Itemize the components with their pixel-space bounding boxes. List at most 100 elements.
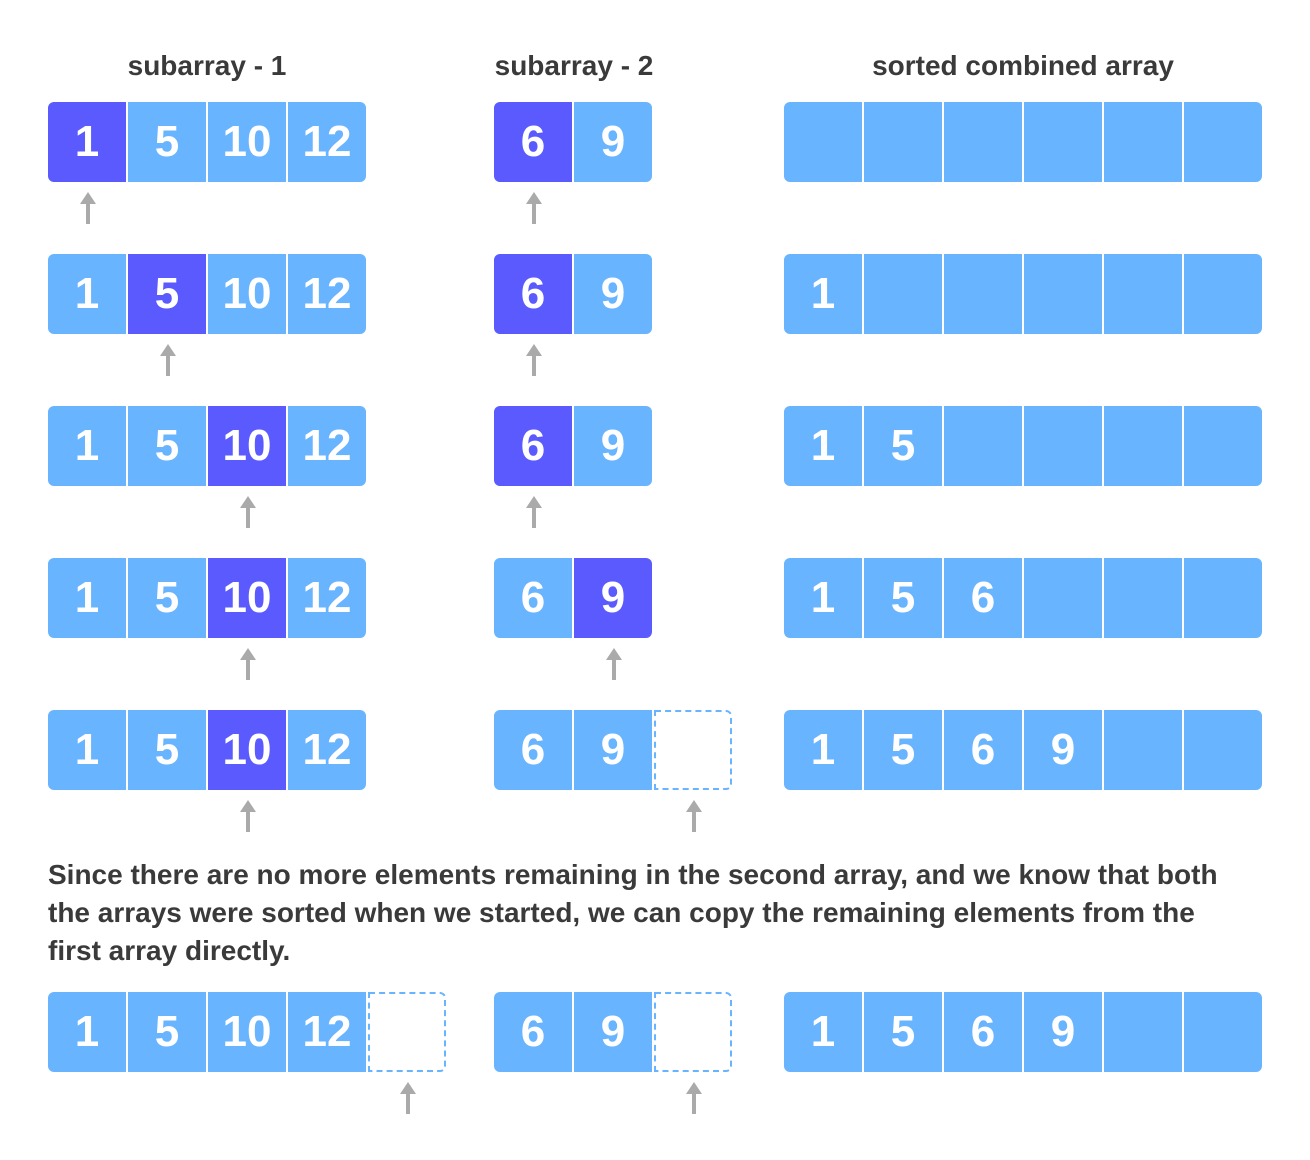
pointer-arrow-icon [526,344,542,376]
array-cell: 6 [494,254,572,334]
array-cell: 9 [1024,710,1102,790]
array-cell: 12 [288,558,366,638]
array-cell [784,102,862,182]
array-cell: 1 [784,558,862,638]
array-cell: 5 [128,710,206,790]
array-cell [944,254,1022,334]
array-cell: 12 [288,254,366,334]
array-cell: 1 [48,102,126,182]
array-cell: 5 [128,558,206,638]
array-cell: 5 [128,992,206,1072]
array-cell: 12 [288,710,366,790]
array-cell: 9 [574,710,652,790]
pointer-arrow-icon [526,496,542,528]
array-cell [1104,710,1182,790]
pointer-arrow-icon [240,800,256,832]
empty-slot [368,992,446,1072]
array-cell: 1 [48,558,126,638]
array-cell [1024,406,1102,486]
array-cell: 9 [574,102,652,182]
array-cell [1184,254,1262,334]
array-cell: 9 [574,558,652,638]
explanation-text: Since there are no more elements remaini… [48,859,1218,966]
array-cell: 12 [288,992,366,1072]
array-cell: 6 [494,102,572,182]
array-cell [944,406,1022,486]
array-cell [1024,254,1102,334]
empty-slot [654,992,732,1072]
array-cell [1184,710,1262,790]
array-cell: 10 [208,558,286,638]
array-cell: 10 [208,992,286,1072]
array-cell: 10 [208,254,286,334]
array-cell: 10 [208,406,286,486]
subarray-1: 1 5 10 12 [48,254,366,334]
pointer-arrow-icon [240,496,256,528]
array-cell: 9 [574,992,652,1072]
array-cell: 6 [494,558,572,638]
pointer-arrow-icon [400,1082,416,1114]
array-cell: 5 [128,254,206,334]
pointer-arrow-icon [606,648,622,680]
array-cell: 5 [864,992,942,1072]
array-cell: 1 [48,992,126,1072]
array-cell: 5 [864,710,942,790]
empty-slot [654,710,732,790]
array-cell [1104,406,1182,486]
subarray-2-heading: subarray - 2 [494,50,654,81]
pointer-arrow-icon [526,192,542,224]
array-cell: 5 [864,558,942,638]
array-cell: 1 [784,254,862,334]
array-cell [864,254,942,334]
array-cell: 12 [288,102,366,182]
subarray-1: 1 5 10 12 [48,992,446,1072]
subarray-1-heading: subarray - 1 [127,50,287,81]
array-cell [1024,558,1102,638]
pointer-arrow-icon [80,192,96,224]
array-cell [1184,558,1262,638]
array-cell [1024,102,1102,182]
combined-array [784,102,1262,182]
array-cell: 9 [574,406,652,486]
array-cell: 1 [784,992,862,1072]
array-cell: 12 [288,406,366,486]
array-cell: 6 [494,992,572,1072]
pointer-arrow-icon [160,344,176,376]
array-cell: 6 [944,710,1022,790]
array-cell: 1 [48,406,126,486]
array-cell [1104,992,1182,1072]
subarray-1: 1 5 10 12 [48,710,366,790]
array-cell: 6 [494,406,572,486]
array-cell: 5 [864,406,942,486]
array-cell [864,102,942,182]
array-cell [1104,254,1182,334]
array-cell: 9 [1024,992,1102,1072]
array-cell [1104,102,1182,182]
subarray-1: 1 5 10 12 [48,558,366,638]
array-cell: 1 [48,254,126,334]
array-cell: 1 [784,406,862,486]
array-cell: 10 [208,102,286,182]
array-cell: 9 [574,254,652,334]
array-cell: 5 [128,406,206,486]
pointer-arrow-icon [686,800,702,832]
array-cell: 6 [944,992,1022,1072]
array-cell: 5 [128,102,206,182]
array-cell: 1 [48,710,126,790]
pointer-arrow-icon [686,1082,702,1114]
subarray-1: 1 5 10 12 [48,406,366,486]
array-cell: 1 [784,710,862,790]
combined-array-heading: sorted combined array [872,50,1174,81]
array-cell: 6 [494,710,572,790]
array-cell [1104,558,1182,638]
